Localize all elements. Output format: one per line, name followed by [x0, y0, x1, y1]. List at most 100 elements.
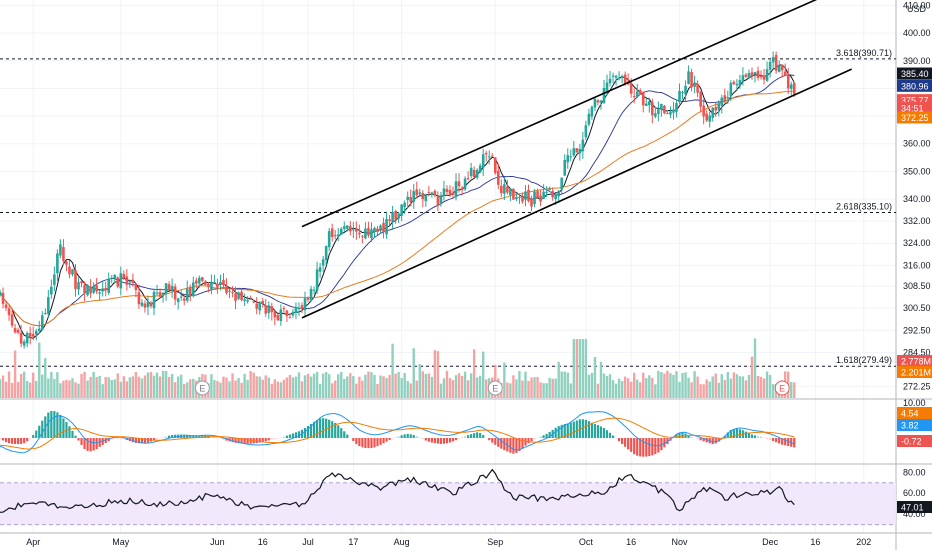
volume-bar	[171, 374, 173, 398]
candle-body	[83, 285, 86, 293]
volume-bar	[11, 383, 13, 398]
candle-body	[11, 314, 14, 325]
candle-body	[180, 297, 183, 298]
macd-histogram-bar	[573, 422, 575, 438]
volume-bar	[328, 374, 330, 398]
volume-bar	[62, 381, 64, 398]
macd-histogram-bar	[431, 438, 433, 443]
volume-bar	[443, 378, 445, 398]
macd-histogram-bar	[576, 420, 578, 438]
candle-body	[754, 72, 757, 74]
candles	[0, 51, 796, 348]
time-tick-label: Jul	[302, 537, 314, 547]
candle-body	[636, 91, 639, 96]
volume-bar	[183, 384, 185, 398]
macd-histogram-bar	[289, 435, 291, 438]
volume-bar	[657, 371, 659, 398]
macd-histogram-bar	[346, 435, 348, 438]
volume-bar	[322, 373, 324, 398]
macd-histogram-bar	[784, 438, 786, 445]
macd-histogram-bar	[11, 438, 13, 444]
candle-body	[497, 171, 500, 185]
candle-body	[618, 78, 621, 79]
candle-body	[763, 76, 766, 80]
macd-histogram-bar	[41, 421, 43, 438]
volume-bar	[690, 382, 692, 398]
candle-body	[89, 287, 92, 294]
candle-body	[258, 302, 261, 310]
candle-body	[192, 282, 195, 296]
macd-histogram-bar	[470, 434, 472, 438]
volume-bar	[259, 377, 261, 398]
volume-bar	[358, 377, 360, 398]
candle-body	[249, 299, 252, 300]
candle-body	[736, 84, 739, 85]
candle-body	[129, 281, 132, 282]
volume-bar	[639, 382, 641, 398]
candle-body	[672, 110, 675, 113]
macd-histogram-bar	[751, 434, 753, 438]
candle-body	[391, 212, 394, 222]
candle-body	[322, 259, 325, 265]
volume-bar	[213, 380, 215, 398]
macd-histogram-bar	[20, 438, 22, 444]
macd-histogram-bar	[316, 420, 318, 438]
volume-bar	[65, 380, 67, 398]
macd-pane	[0, 411, 795, 457]
volume-bar	[2, 375, 4, 398]
volume-bar	[95, 377, 97, 398]
volume-bar	[461, 376, 463, 398]
candle-body	[123, 274, 126, 278]
candle-body	[443, 188, 446, 195]
macd-histogram-bar	[700, 438, 702, 440]
candle-body	[107, 279, 110, 293]
volume-bar	[521, 380, 523, 398]
macd-histogram-bar	[736, 429, 738, 438]
price-badge-text: 385.40	[901, 69, 929, 79]
candle-body	[183, 298, 186, 300]
candle-body	[563, 160, 566, 176]
candle-body	[714, 107, 717, 111]
volume-bar	[512, 375, 514, 398]
volume-bar	[361, 381, 363, 398]
volume-bar	[168, 377, 170, 398]
candle-body	[376, 228, 379, 231]
candle-body	[425, 194, 428, 201]
volume-bar	[696, 377, 698, 398]
candle-body	[295, 307, 298, 313]
volume-bar	[0, 379, 1, 398]
candle-body	[787, 75, 790, 89]
volume-bar	[446, 371, 448, 398]
candle-body	[663, 106, 666, 113]
candle-body	[201, 277, 204, 281]
macd-histogram-bar	[274, 438, 276, 439]
axes[interactable]: 272.25279.49284.50292.50300.50308.50316.…	[26, 1, 930, 547]
macd-histogram-bar	[449, 438, 451, 442]
candle-body	[515, 197, 518, 199]
candle-body	[110, 278, 113, 279]
candle-body	[153, 292, 156, 308]
candle-body	[645, 104, 648, 106]
candle-body	[210, 282, 213, 289]
macd-histogram-bar	[47, 413, 49, 438]
macd-histogram-bar	[793, 438, 795, 447]
volume-bar	[135, 372, 137, 398]
macd-histogram-bar	[437, 438, 439, 444]
volume-bar	[289, 375, 291, 398]
macd-histogram-bar	[775, 438, 777, 442]
price-badge-text: 380.96	[901, 81, 929, 91]
candle-body	[751, 72, 754, 76]
macd-histogram-bar	[769, 438, 771, 440]
candle-body	[44, 313, 47, 314]
volume-bar	[413, 348, 415, 398]
candle-body	[174, 287, 177, 300]
volume-bars	[0, 338, 795, 398]
candle-body	[289, 317, 292, 318]
volume-bar	[391, 344, 393, 398]
volume-bar	[277, 382, 279, 398]
volume-bar	[68, 380, 70, 398]
candle-body	[65, 262, 68, 265]
volume-bar	[705, 379, 707, 398]
macd-histogram-bar	[373, 438, 375, 447]
